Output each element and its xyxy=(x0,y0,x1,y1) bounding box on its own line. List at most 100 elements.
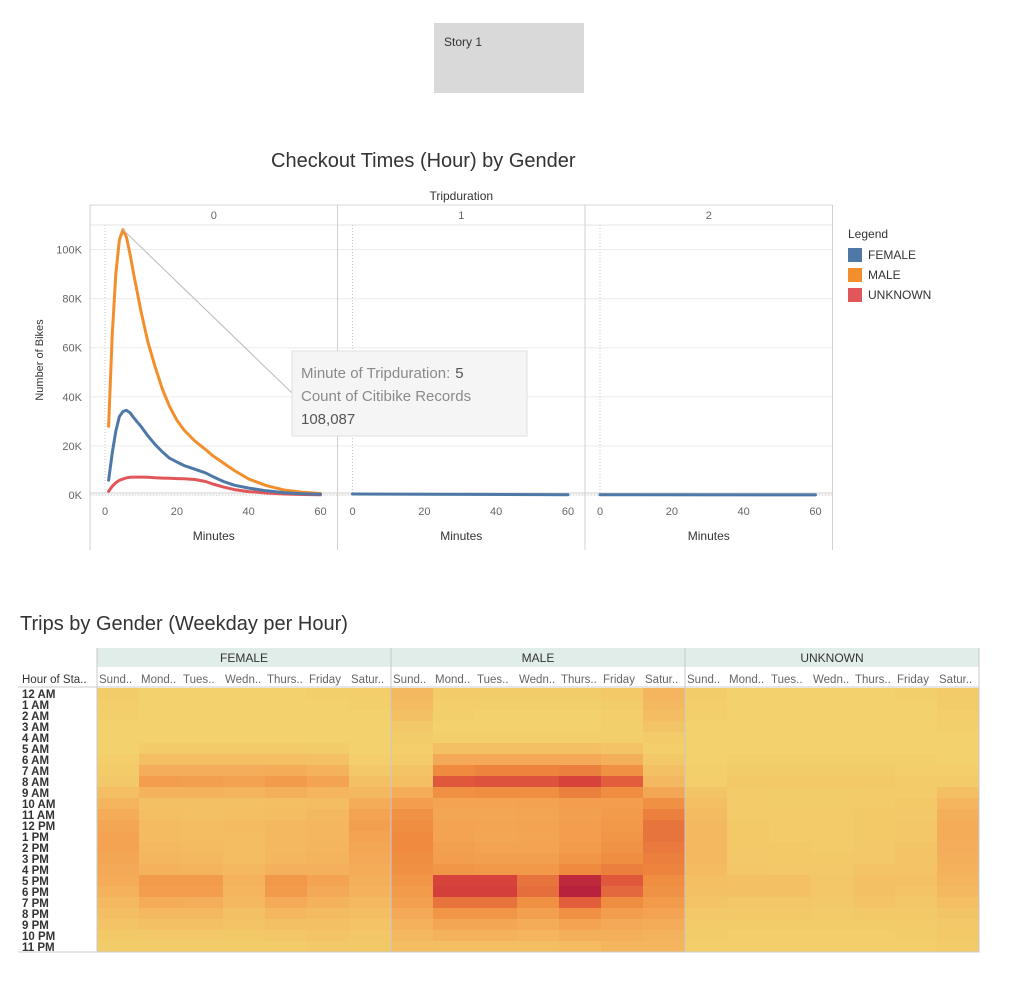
heatmap-cell[interactable] xyxy=(391,743,434,755)
heatmap-cell[interactable] xyxy=(475,710,518,722)
heatmap-cell[interactable] xyxy=(307,820,350,832)
heatmap-cell[interactable] xyxy=(601,710,644,722)
heatmap-cell[interactable] xyxy=(559,842,602,854)
heatmap-cell[interactable] xyxy=(727,765,770,777)
heatmap-cell[interactable] xyxy=(727,930,770,942)
heatmap-cell[interactable] xyxy=(895,721,938,733)
heatmap-cell[interactable] xyxy=(895,864,938,876)
heatmap-cell[interactable] xyxy=(475,798,518,810)
heatmap-cell[interactable] xyxy=(559,897,602,909)
heatmap-cell[interactable] xyxy=(475,853,518,865)
heatmap-cell[interactable] xyxy=(223,930,266,942)
heatmap-cell[interactable] xyxy=(853,776,896,788)
heatmap-cell[interactable] xyxy=(769,875,812,887)
heatmap-cell[interactable] xyxy=(559,809,602,821)
story-tab[interactable]: Story 1 xyxy=(434,23,584,93)
heatmap-cell[interactable] xyxy=(685,798,728,810)
heatmap-cell[interactable] xyxy=(853,787,896,799)
heatmap-cell[interactable] xyxy=(223,743,266,755)
heatmap-cell[interactable] xyxy=(559,820,602,832)
heatmap-cell[interactable] xyxy=(895,787,938,799)
heatmap-cell[interactable] xyxy=(685,699,728,711)
heatmap-cell[interactable] xyxy=(853,688,896,700)
series-line-unknown[interactable] xyxy=(107,475,322,497)
heatmap-cell[interactable] xyxy=(181,853,224,865)
heatmap-cell[interactable] xyxy=(643,853,686,865)
heatmap-cell[interactable] xyxy=(853,853,896,865)
heatmap-cell[interactable] xyxy=(937,930,980,942)
heatmap-cell[interactable] xyxy=(433,831,476,843)
heatmap-cell[interactable] xyxy=(601,798,644,810)
heatmap-cell[interactable] xyxy=(265,897,308,909)
heatmap-cell[interactable] xyxy=(307,787,350,799)
heatmap-cell[interactable] xyxy=(937,732,980,744)
heatmap-cell[interactable] xyxy=(97,875,140,887)
heatmap-cell[interactable] xyxy=(769,798,812,810)
heatmap-cell[interactable] xyxy=(559,776,602,788)
heatmap-cell[interactable] xyxy=(349,754,392,766)
heatmap-cell[interactable] xyxy=(685,809,728,821)
heatmap-cell[interactable] xyxy=(265,875,308,887)
heatmap-cell[interactable] xyxy=(265,710,308,722)
heatmap-cell[interactable] xyxy=(349,732,392,744)
heatmap-cell[interactable] xyxy=(811,787,854,799)
heatmap-cell[interactable] xyxy=(811,886,854,898)
heatmap-cell[interactable] xyxy=(937,842,980,854)
heatmap-cell[interactable] xyxy=(811,710,854,722)
heatmap-cell[interactable] xyxy=(265,743,308,755)
heatmap-cell[interactable] xyxy=(307,842,350,854)
heatmap-cell[interactable] xyxy=(517,743,560,755)
heatmap-cell[interactable] xyxy=(559,886,602,898)
heatmap-cell[interactable] xyxy=(727,754,770,766)
heatmap-cell[interactable] xyxy=(433,842,476,854)
heatmap-cell[interactable] xyxy=(475,864,518,876)
heatmap-cell[interactable] xyxy=(349,864,392,876)
heatmap-cell[interactable] xyxy=(559,732,602,744)
heatmap-cell[interactable] xyxy=(307,688,350,700)
heatmap-cell[interactable] xyxy=(727,941,770,953)
heatmap-cell[interactable] xyxy=(265,864,308,876)
heatmap-cell[interactable] xyxy=(265,831,308,843)
heatmap-cell[interactable] xyxy=(307,765,350,777)
heatmap-cell[interactable] xyxy=(643,831,686,843)
heatmap-cell[interactable] xyxy=(643,776,686,788)
heatmap-cell[interactable] xyxy=(97,721,140,733)
heatmap-cell[interactable] xyxy=(307,809,350,821)
heatmap-cell[interactable] xyxy=(727,776,770,788)
heatmap-cell[interactable] xyxy=(181,864,224,876)
heatmap-cell[interactable] xyxy=(349,688,392,700)
heatmap-cell[interactable] xyxy=(265,908,308,920)
heatmap-cell[interactable] xyxy=(265,941,308,953)
heatmap-cell[interactable] xyxy=(517,798,560,810)
heatmap-cell[interactable] xyxy=(349,699,392,711)
heatmap-cell[interactable] xyxy=(601,930,644,942)
heatmap-cell[interactable] xyxy=(391,930,434,942)
heatmap-cell[interactable] xyxy=(727,842,770,854)
heatmap-cell[interactable] xyxy=(181,710,224,722)
heatmap-cell[interactable] xyxy=(307,798,350,810)
heatmap-cell[interactable] xyxy=(685,886,728,898)
heatmap-cell[interactable] xyxy=(433,820,476,832)
heatmap-cell[interactable] xyxy=(853,886,896,898)
heatmap-cell[interactable] xyxy=(223,732,266,744)
heatmap-cell[interactable] xyxy=(181,787,224,799)
heatmap-cell[interactable] xyxy=(895,930,938,942)
heatmap-cell[interactable] xyxy=(685,776,728,788)
heatmap-cell[interactable] xyxy=(223,853,266,865)
heatmap-cell[interactable] xyxy=(895,765,938,777)
heatmap-cell[interactable] xyxy=(433,886,476,898)
heatmap-cell[interactable] xyxy=(643,754,686,766)
heatmap-cell[interactable] xyxy=(685,875,728,887)
heatmap-cell[interactable] xyxy=(391,875,434,887)
heatmap-cell[interactable] xyxy=(559,798,602,810)
heatmap-cell[interactable] xyxy=(181,776,224,788)
heatmap-cell[interactable] xyxy=(475,754,518,766)
heatmap-cell[interactable] xyxy=(895,820,938,832)
heatmap-cell[interactable] xyxy=(559,765,602,777)
heatmap-cell[interactable] xyxy=(475,886,518,898)
heatmap-cell[interactable] xyxy=(349,919,392,931)
legend-item-unknown[interactable]: UNKNOWN xyxy=(848,285,931,305)
heatmap-cell[interactable] xyxy=(391,699,434,711)
heatmap-cell[interactable] xyxy=(517,886,560,898)
